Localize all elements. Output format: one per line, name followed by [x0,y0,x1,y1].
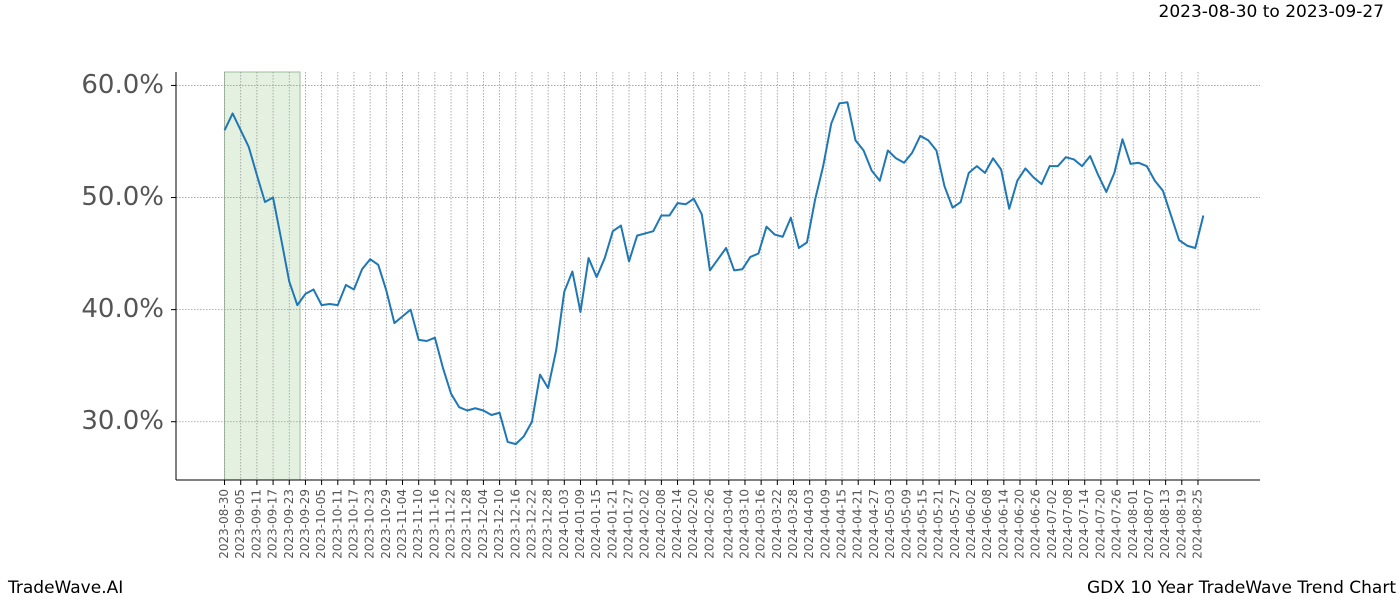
x-tick-label: 2023-12-16 [508,489,522,559]
x-tick-label: 2023-10-17 [346,489,360,559]
x-tick-label: 2024-05-15 [915,489,929,559]
x-tick-label: 2024-04-09 [818,489,832,559]
x-tick-label: 2024-01-15 [589,489,603,559]
x-tick-label: 2023-10-29 [379,489,393,559]
x-tick-label: 2024-03-10 [737,489,751,559]
x-tick-label: 2024-03-16 [754,489,768,559]
x-tick-label: 2024-02-14 [670,489,684,559]
x-tick-label: 2023-09-29 [298,489,312,559]
x-tick-label: 2024-05-27 [948,489,962,559]
x-tick-label: 2024-08-13 [1158,489,1172,559]
x-tick-label: 2023-11-10 [411,489,425,559]
footer-brand: TradeWave.AI [7,578,123,598]
x-tick-label: 2024-03-22 [770,489,784,559]
x-tick-label: 2024-04-27 [867,489,881,559]
x-tick-label: 2024-08-01 [1126,489,1140,559]
x-tick-label: 2023-09-17 [266,489,280,559]
x-tick-label: 2024-02-02 [638,489,652,559]
x-tick-label: 2024-07-14 [1077,489,1091,559]
x-tick-label: 2023-09-05 [233,489,247,559]
x-tick-label: 2024-05-21 [932,489,946,559]
x-tick-label: 2023-11-22 [444,489,458,559]
x-tick-label: 2023-10-11 [330,489,344,559]
x-tick-label: 2024-03-04 [721,489,735,559]
x-tick-label: 2023-12-04 [476,489,490,559]
x-tick-label: 2024-08-07 [1142,489,1156,559]
x-tick-label: 2024-06-08 [980,489,994,559]
chart-subtitle: 2023-08-30 to 2023-09-27 [1159,2,1384,22]
x-tick-label: 2024-06-26 [1029,489,1043,559]
x-tick-label: 2023-11-04 [395,489,409,559]
x-tick-label: 2024-07-02 [1045,489,1059,559]
footer-title: GDX 10 Year TradeWave Trend Chart [1087,578,1396,598]
x-tick-label: 2023-10-05 [314,489,328,559]
x-tick-label: 2024-08-19 [1174,489,1188,559]
x-tick-label: 2023-11-28 [460,489,474,559]
x-tick-label: 2024-07-20 [1093,489,1107,559]
x-tick-label: 2023-12-22 [524,489,538,559]
x-tick-label: 2023-08-30 [217,489,231,559]
x-tick-label: 2024-08-25 [1190,489,1204,559]
x-tick-label: 2024-05-09 [899,489,913,559]
x-tick-label: 2024-06-20 [1013,489,1027,559]
x-tick-label: 2023-09-23 [282,489,296,559]
x-tick-label: 2024-07-26 [1110,489,1124,559]
y-tick-label: 40.0% [81,294,164,324]
x-tick-label: 2024-01-09 [573,489,587,559]
x-tick-label: 2024-06-02 [964,489,978,559]
x-tick-label: 2024-06-14 [996,489,1010,559]
x-tick-label: 2024-01-21 [605,489,619,559]
x-tick-label: 2024-01-03 [557,489,571,559]
trend-line [223,101,1205,446]
x-tick-label: 2024-04-03 [802,489,816,559]
x-tick-label: 2024-04-15 [835,489,849,559]
x-tick-label: 2024-02-08 [654,489,668,559]
x-tick-label: 2024-07-08 [1061,489,1075,559]
y-tick-label: 50.0% [81,182,164,212]
x-tick-label: 2024-04-21 [851,489,865,559]
x-tick-label: 2023-11-16 [427,489,441,559]
y-tick-label: 60.0% [81,70,164,100]
x-tick-label: 2024-03-28 [786,489,800,559]
y-tick-label: 30.0% [81,406,164,436]
x-tick-label: 2023-12-28 [541,489,555,559]
x-tick-label: 2024-02-26 [702,489,716,559]
x-tick-label: 2024-01-27 [622,489,636,559]
x-tick-label: 2023-09-11 [249,489,263,559]
x-tick-label: 2023-12-10 [492,489,506,559]
x-tick-label: 2024-02-20 [686,489,700,559]
x-tick-label: 2023-10-23 [363,489,377,559]
x-tick-label: 2024-05-03 [883,489,897,559]
